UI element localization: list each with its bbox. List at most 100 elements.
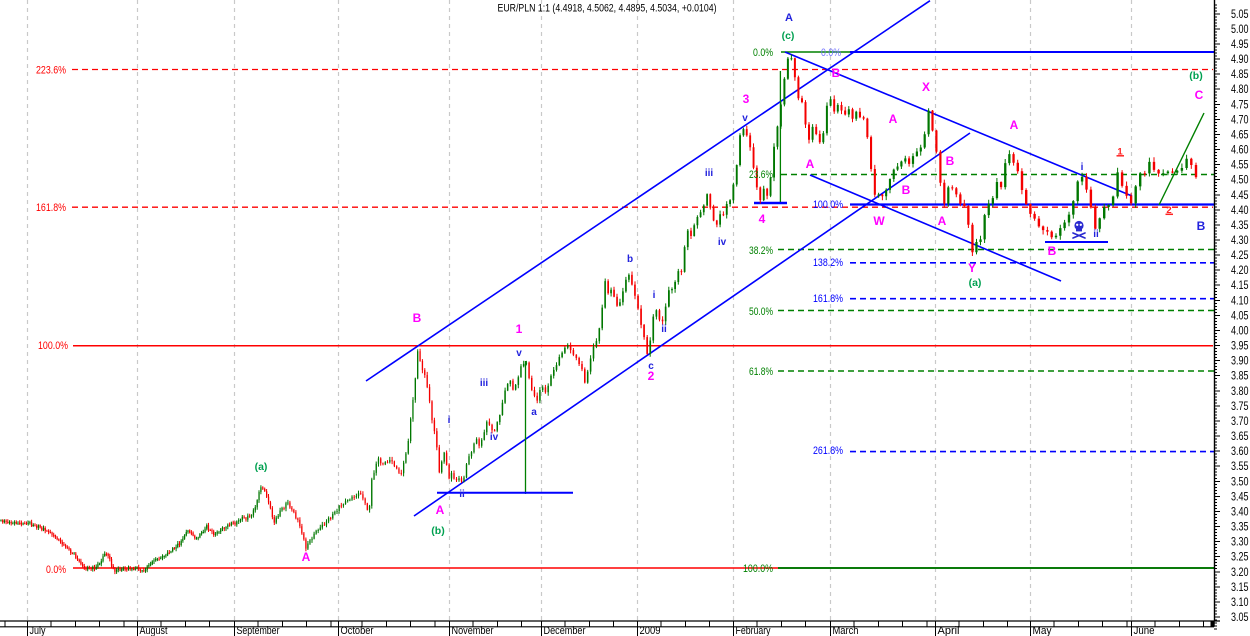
svg-text:October: October <box>341 625 374 636</box>
svg-text:3.15: 3.15 <box>1231 582 1249 594</box>
svg-text:i: i <box>448 415 451 426</box>
svg-text:July: July <box>30 625 46 636</box>
svg-text:3.60: 3.60 <box>1231 446 1249 458</box>
svg-text:c: c <box>648 361 654 372</box>
svg-text:3.40: 3.40 <box>1231 506 1249 518</box>
svg-text:B: B <box>946 154 955 168</box>
svg-text:iii: iii <box>480 378 489 389</box>
svg-text:4.75: 4.75 <box>1231 99 1249 111</box>
svg-text:a: a <box>531 407 537 418</box>
svg-text:4: 4 <box>759 212 766 226</box>
svg-text:3.45: 3.45 <box>1231 491 1249 503</box>
svg-text:3.90: 3.90 <box>1231 356 1249 368</box>
svg-text:4.00: 4.00 <box>1231 326 1249 338</box>
svg-text:23.6%: 23.6% <box>749 169 773 181</box>
svg-text:4.20: 4.20 <box>1231 265 1249 277</box>
svg-text:A: A <box>785 12 793 24</box>
svg-text:B: B <box>1197 219 1206 233</box>
svg-text:2009: 2009 <box>640 625 661 636</box>
svg-text:September: September <box>237 625 280 636</box>
svg-text:iv: iv <box>490 432 499 443</box>
svg-text:100.0%: 100.0% <box>813 199 843 211</box>
svg-text:261.8%: 261.8% <box>813 445 843 457</box>
svg-text:4.95: 4.95 <box>1231 39 1249 51</box>
svg-text:3.25: 3.25 <box>1231 552 1249 564</box>
svg-text:100.0%: 100.0% <box>743 563 773 575</box>
svg-text:1: 1 <box>1117 147 1123 158</box>
svg-text:August: August <box>140 625 168 636</box>
svg-text:i: i <box>653 290 656 301</box>
svg-text:3.55: 3.55 <box>1231 461 1249 473</box>
svg-text:3.95: 3.95 <box>1231 341 1249 353</box>
svg-text:ii: ii <box>1093 229 1099 240</box>
svg-text:i: i <box>1081 162 1084 173</box>
svg-text:4.25: 4.25 <box>1231 250 1249 262</box>
svg-text:4.35: 4.35 <box>1231 220 1249 232</box>
svg-text:C: C <box>1195 88 1204 102</box>
svg-text:B: B <box>832 66 841 80</box>
svg-text:B: B <box>413 311 422 325</box>
svg-text:3.70: 3.70 <box>1231 416 1249 428</box>
svg-text:4.10: 4.10 <box>1231 295 1249 307</box>
svg-text:(a): (a) <box>255 461 268 473</box>
svg-text:4.45: 4.45 <box>1231 190 1249 202</box>
svg-text:A: A <box>1010 118 1019 132</box>
svg-text:4.30: 4.30 <box>1231 235 1249 247</box>
svg-text:5.05: 5.05 <box>1231 9 1249 21</box>
svg-text:A: A <box>302 550 311 564</box>
svg-text:3.20: 3.20 <box>1231 567 1249 579</box>
svg-text:A: A <box>806 157 815 171</box>
svg-text:April: April <box>938 625 960 636</box>
svg-text:3.85: 3.85 <box>1231 371 1249 383</box>
svg-text:3.65: 3.65 <box>1231 431 1249 443</box>
svg-text:38.2%: 38.2% <box>749 245 773 257</box>
svg-text:0.0%: 0.0% <box>753 47 773 59</box>
svg-text:138.2%: 138.2% <box>813 257 843 269</box>
svg-text:b: b <box>627 254 633 265</box>
svg-text:5.00: 5.00 <box>1231 24 1249 36</box>
svg-text:iii: iii <box>705 168 714 179</box>
svg-text:A: A <box>436 503 445 517</box>
svg-text:3.05: 3.05 <box>1231 612 1249 624</box>
svg-text:May: May <box>1033 625 1052 636</box>
svg-text:iv: iv <box>718 237 727 248</box>
svg-text:4.90: 4.90 <box>1231 54 1249 66</box>
svg-text:50.0%: 50.0% <box>749 306 773 318</box>
svg-text:223.6%: 223.6% <box>36 65 66 77</box>
svg-text:61.8%: 61.8% <box>749 366 773 378</box>
svg-text:(a): (a) <box>969 277 982 289</box>
svg-text:(b): (b) <box>1189 70 1202 82</box>
svg-text:W: W <box>873 214 885 228</box>
svg-text:B: B <box>902 183 911 197</box>
svg-text:4.15: 4.15 <box>1231 280 1249 292</box>
svg-text:ii: ii <box>459 489 465 500</box>
svg-text:3.75: 3.75 <box>1231 401 1249 413</box>
svg-text:2: 2 <box>648 369 655 383</box>
svg-text:3.50: 3.50 <box>1231 476 1249 488</box>
svg-text:1: 1 <box>516 322 523 336</box>
svg-text:A: A <box>889 112 898 126</box>
svg-text:0.0%: 0.0% <box>46 564 66 576</box>
svg-text:4.05: 4.05 <box>1231 310 1249 322</box>
svg-text:0.0%: 0.0% <box>821 47 841 59</box>
svg-text:4.55: 4.55 <box>1231 160 1249 172</box>
svg-text:March: March <box>833 625 859 636</box>
svg-text:4.60: 4.60 <box>1231 145 1249 157</box>
svg-text:v: v <box>516 348 522 359</box>
svg-text:4.80: 4.80 <box>1231 84 1249 96</box>
svg-text:100.0%: 100.0% <box>38 340 68 352</box>
svg-text:December: December <box>544 625 586 636</box>
svg-text:v: v <box>742 113 748 124</box>
svg-text:3.10: 3.10 <box>1231 597 1249 609</box>
svg-text:3: 3 <box>743 92 750 106</box>
svg-text:4.85: 4.85 <box>1231 69 1249 81</box>
svg-text:3.35: 3.35 <box>1231 522 1249 534</box>
svg-text:EUR/PLN 1:1 (4.4918, 4.5062, 4: EUR/PLN 1:1 (4.4918, 4.5062, 4.4895, 4.5… <box>498 3 717 15</box>
svg-text:February: February <box>736 625 771 636</box>
svg-text:B: B <box>1048 244 1057 258</box>
svg-text:161.8%: 161.8% <box>36 202 66 214</box>
svg-text:4.50: 4.50 <box>1231 175 1249 187</box>
svg-text:X: X <box>922 80 930 94</box>
svg-text:2: 2 <box>1166 205 1171 216</box>
svg-text:November: November <box>452 625 494 636</box>
